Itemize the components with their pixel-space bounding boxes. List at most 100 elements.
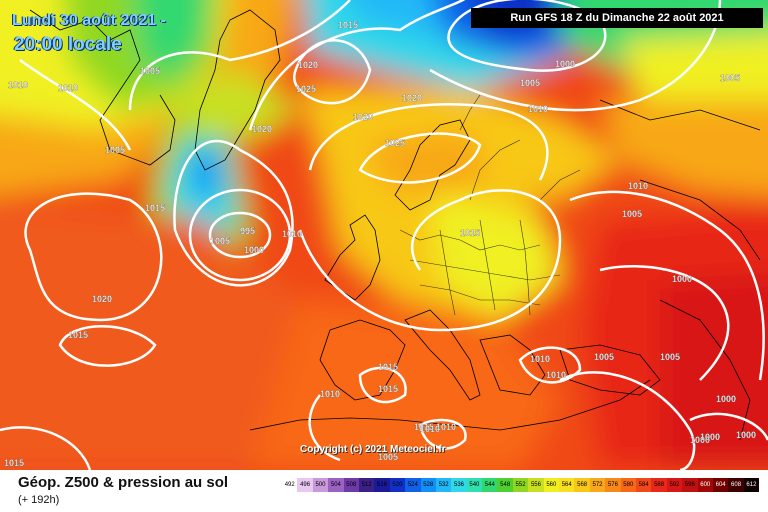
isobar-1010-portugal <box>308 394 341 462</box>
legend-swatch: 612 <box>743 478 760 492</box>
isobar-label: 1000 <box>555 59 575 69</box>
isobar-1010-russia <box>429 0 722 112</box>
isobar-1020-greenland <box>248 0 466 131</box>
isobar-label: 1025 <box>385 138 405 148</box>
forecast-horizon: (+ 192h) <box>18 494 60 506</box>
isobar-label: 1015 <box>338 20 358 30</box>
isobar-label: 1010 <box>420 424 440 434</box>
legend-swatch: 556 <box>528 478 544 492</box>
legend-swatch: 544 <box>482 478 498 492</box>
legend-swatch: 604 <box>712 478 729 492</box>
isobar-1015-south <box>58 325 157 367</box>
isobar-label: 1000 <box>690 435 710 445</box>
forecast-local-time: 20:00 locale <box>14 34 122 55</box>
forecast-date: Lundi 30 août 2021 - <box>12 12 166 29</box>
legend-swatch: 560 <box>543 478 560 492</box>
copyright-notice: Copyright (c) 2021 Meteociel.fr <box>300 444 446 455</box>
isobar-label: 1010 <box>436 422 456 432</box>
isobar-label: 1015 <box>378 362 398 372</box>
legend-swatch: 524 <box>405 478 421 492</box>
legend-swatch: 516 <box>374 478 390 492</box>
legend-swatch: 504 <box>328 478 344 492</box>
isobar-label: 1015 <box>4 458 24 468</box>
isobar-1000-east <box>599 265 730 381</box>
legend-swatch: 600 <box>697 478 713 492</box>
isobar-1005-low <box>173 139 294 287</box>
isobar-label: 1010 <box>528 104 548 114</box>
isobar-1005-middle-east <box>559 371 696 470</box>
legend-swatch: 492 <box>282 478 298 492</box>
isobars <box>0 0 768 470</box>
isobar-label: 1010 <box>530 354 550 364</box>
isobar-1015-iberia <box>358 366 407 404</box>
isobar-label: 1015 <box>68 330 88 340</box>
legend-swatch: 580 <box>620 478 636 492</box>
isobar-1015-europe <box>298 189 562 332</box>
isobar-label: 1025 <box>296 84 316 94</box>
legend-swatch: 596 <box>682 478 698 492</box>
isobar-label: 1000 <box>716 394 736 404</box>
legend-swatch: 548 <box>497 478 513 492</box>
isobar-1000 <box>188 188 292 282</box>
isobar-label: 995 <box>240 226 255 236</box>
isobar-1010-balkans <box>518 346 582 384</box>
isobar-label: 1020 <box>298 60 318 70</box>
map-caption: Géop. Z500 & pression au sol <box>18 474 229 491</box>
isobar-1025-scandinavia <box>358 132 482 184</box>
country-borders <box>399 94 581 316</box>
isobar-1010-algeria <box>418 418 467 450</box>
legend-swatch: 564 <box>559 478 575 492</box>
map-footer: Géop. Z500 & pression au sol (+ 192h) 49… <box>0 470 768 512</box>
isobar-label: 1015 <box>378 384 398 394</box>
isobar-label: 1005 <box>140 66 160 76</box>
legend-swatch: 592 <box>666 478 683 492</box>
isobar-1005-east <box>569 190 765 381</box>
isobar-label: 1015 <box>460 228 480 238</box>
isobar-label: 1010 <box>546 370 566 380</box>
model-run-info: Run GFS 18 Z du Dimanche 22 août 2021 <box>471 8 763 28</box>
legend-swatch: 536 <box>451 478 467 492</box>
isobar-label: 1015 <box>145 203 165 213</box>
coastlines <box>29 9 761 441</box>
legend-swatch: 508 <box>343 478 359 492</box>
isobar-label: 1010 <box>628 181 648 191</box>
isobar-label: 1005 <box>622 209 642 219</box>
isobar-1005-russia <box>447 0 607 72</box>
isobar-label: 1010 <box>282 229 302 239</box>
legend-swatch: 568 <box>574 478 590 492</box>
legend-swatch: 608 <box>728 478 744 492</box>
isobar-label: 1000 <box>672 274 692 284</box>
legend-swatch: 500 <box>312 478 329 492</box>
isobar-label: 1020 <box>353 112 373 122</box>
isobar-label: 1000 <box>244 245 264 255</box>
isobar-label: 1020 <box>402 93 422 103</box>
legend-swatch: 576 <box>605 478 621 492</box>
legend-swatch: 496 <box>297 478 313 492</box>
legend-swatch: 540 <box>466 478 483 492</box>
legend-swatch: 584 <box>635 478 652 492</box>
legend-swatch: 572 <box>589 478 606 492</box>
legend-swatch: 528 <box>420 478 436 492</box>
isobar-1025-greenland <box>293 39 372 105</box>
legend-swatch: 520 <box>389 478 406 492</box>
isobar-label: 1005 <box>210 236 230 246</box>
legend-swatch: 552 <box>512 478 529 492</box>
isobar-label: 1020 <box>92 294 112 304</box>
legend-swatch: 588 <box>651 478 667 492</box>
isobar-label: 1005 <box>720 73 740 83</box>
z500-color-legend: 492 496 500 504 508 512 516 520 524 528 532 536 540 5… <box>282 478 760 492</box>
isobar-1020-north-sea <box>308 103 549 181</box>
isobar-1000-arabia <box>689 412 768 441</box>
weather-map: 1015 1010 1010 1005 1020 1025 1020 1020 1020 1025… <box>0 0 768 470</box>
isobar-1005-north <box>128 0 351 111</box>
isobar-label: 1010 <box>8 80 28 90</box>
isobar-label: 1010 <box>58 83 78 93</box>
isobar-label: 1005 <box>520 78 540 88</box>
isobar-995 <box>208 211 272 259</box>
isobar-label: 1010 <box>320 389 340 399</box>
isobar-label: 1020 <box>252 124 272 134</box>
isobar-label: 1005 <box>378 452 398 462</box>
isobar-label: 1000 <box>700 432 720 442</box>
